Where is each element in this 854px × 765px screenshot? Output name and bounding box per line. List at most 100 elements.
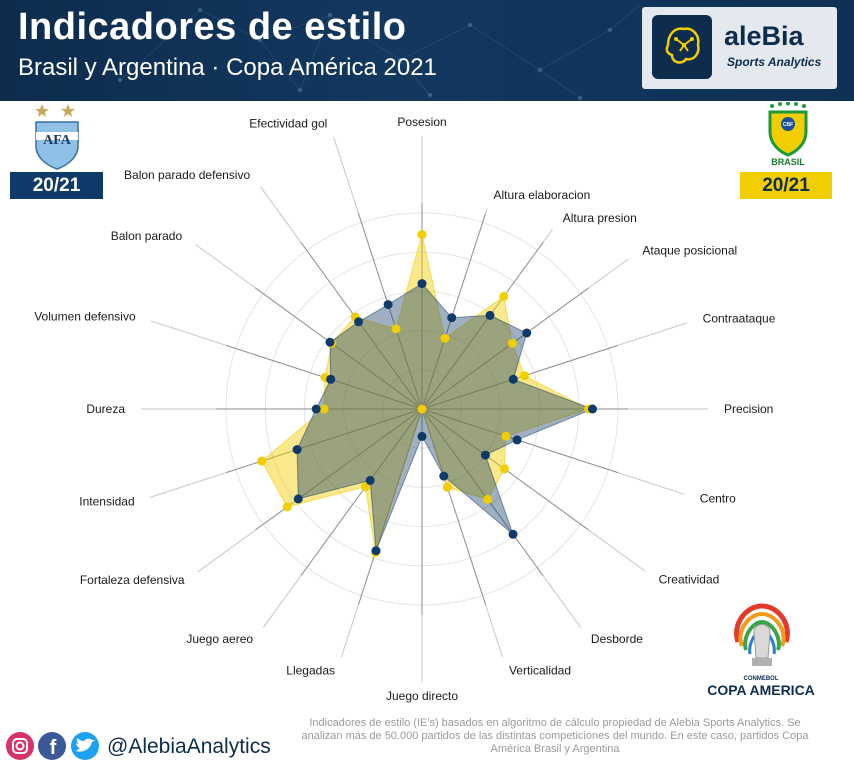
spoke-9 <box>421 408 544 576</box>
twitter-icon[interactable] <box>71 732 99 760</box>
series-1-point-3 <box>499 291 509 301</box>
axis-label-13: Juego aereo <box>186 632 253 646</box>
axis-label-20: Efectividad gol <box>249 117 327 131</box>
svg-text:f: f <box>50 737 57 759</box>
series-1-point-13 <box>361 482 370 492</box>
conmebol-label: CONMEBOL <box>743 676 779 682</box>
leader-2 <box>485 208 488 214</box>
svg-text:AFA: AFA <box>43 133 72 148</box>
leader-20 <box>333 136 359 214</box>
social-handle[interactable]: @AlebiaAnalytics <box>107 735 271 758</box>
brasil-crest-label: BRASIL <box>771 157 805 167</box>
axis-label-3: Altura presion <box>563 211 637 225</box>
series-2-point-5 <box>508 374 518 384</box>
series-1-point-5 <box>520 371 529 381</box>
argentina-season-badge: 20/21 <box>10 172 103 199</box>
series-2-point-13 <box>365 475 375 485</box>
series-2-point-8 <box>480 450 490 460</box>
series-2-point-12 <box>371 546 381 556</box>
copa-america-label: COPA AMERICA <box>707 682 815 698</box>
spoke-13 <box>300 408 423 576</box>
axis-label-4: Ataque posicional <box>642 243 737 257</box>
leader-13 <box>262 575 302 628</box>
brand-name: aleBia <box>724 21 804 51</box>
axis-label-18: Balon parado <box>111 229 183 243</box>
page-title: Indicadores de estilo <box>18 6 407 48</box>
alebia-logo: aleBia Sports Analytics <box>642 7 837 89</box>
social-icons: f <box>6 732 99 760</box>
series-1-point-9 <box>483 494 493 504</box>
axis-label-10: Verticalidad <box>509 664 571 678</box>
leader-12 <box>340 604 359 658</box>
axis-label-15: Intensidad <box>79 495 134 509</box>
series-2-point-20 <box>383 300 393 310</box>
brasil-crest-icon: CBF <box>768 102 808 157</box>
spoke-14 <box>255 408 423 531</box>
leader-8 <box>588 529 646 572</box>
leader-5 <box>617 322 688 346</box>
spoke-18 <box>255 287 423 410</box>
spoke-4 <box>421 287 589 410</box>
series-1-point-20 <box>391 324 401 334</box>
brand-tagline: Sports Analytics <box>727 55 822 69</box>
instagram-icon[interactable] <box>6 732 34 760</box>
series-1-point-8 <box>500 464 509 474</box>
series-2-point-15 <box>292 445 302 455</box>
spoke-5 <box>421 344 619 410</box>
leader-10 <box>485 604 504 658</box>
axis-label-19: Balon parado defensivo <box>124 168 250 182</box>
axis-label-9: Desborde <box>591 632 643 646</box>
axis-label-11: Juego directo <box>386 689 458 703</box>
axis-label-12: Llegadas <box>286 664 335 678</box>
spoke-3 <box>421 242 544 410</box>
series-1-point-15 <box>257 456 267 466</box>
series-2-point-3 <box>485 310 495 320</box>
leader-7 <box>617 472 685 495</box>
axis-label-8: Creatividad <box>659 572 720 586</box>
brain-icon <box>652 15 712 79</box>
axis-label-14: Fortaleza defensiva <box>80 573 185 587</box>
series-2-point-18 <box>325 337 335 347</box>
axis-label-7: Centro <box>700 492 736 506</box>
series-2-point-16 <box>311 404 321 414</box>
series-2-point-2 <box>447 313 457 323</box>
series-2-point-4 <box>522 328 532 338</box>
network-pattern <box>117 4 641 101</box>
svg-text:CBF: CBF <box>783 122 793 128</box>
footnote: Indicadores de estilo (IE's) basados en … <box>301 717 809 755</box>
page-subtitle: Brasil y Argentina · Copa América 2021 <box>18 54 437 81</box>
spoke-2 <box>421 212 487 410</box>
series-2-point-6 <box>588 404 597 414</box>
spoke-19 <box>300 242 423 410</box>
series-2-point-9 <box>508 529 518 539</box>
leader-9 <box>542 575 582 628</box>
leader-15 <box>149 472 227 498</box>
copa-america-logo-icon <box>734 603 790 666</box>
leader-3 <box>542 229 553 243</box>
series-1-point-11 <box>417 404 427 414</box>
series-1-point-14 <box>282 502 292 512</box>
leader-14 <box>197 529 256 573</box>
series-2-point-17 <box>326 374 336 384</box>
header-banner: Indicadores de estilo Brasil y Argentina… <box>0 0 854 101</box>
axis-label-5: Contraataque <box>703 311 776 325</box>
axis-label-2: Altura elaboracion <box>494 188 591 202</box>
series-2-point-14 <box>293 494 303 504</box>
series-1-point-16 <box>319 404 329 414</box>
series-2-point-7 <box>512 435 522 445</box>
leader-18 <box>195 244 256 289</box>
brasil-season-badge: 20/21 <box>740 172 832 199</box>
argentina-crest-icon: AFA <box>35 104 79 170</box>
leader-17 <box>150 320 227 346</box>
axis-label-1: Posesion <box>397 115 446 129</box>
axis-label-6: Precision <box>724 402 773 416</box>
facebook-icon[interactable]: f <box>38 732 66 760</box>
series-2-point-1 <box>417 279 427 289</box>
series-2-point-11 <box>417 431 427 441</box>
series-1-point-7 <box>501 431 511 441</box>
axis-label-17: Volumen defensivo <box>34 310 136 324</box>
spoke-20 <box>357 212 423 410</box>
series-1-point-4 <box>507 338 517 348</box>
series-2-point-19 <box>354 317 364 327</box>
